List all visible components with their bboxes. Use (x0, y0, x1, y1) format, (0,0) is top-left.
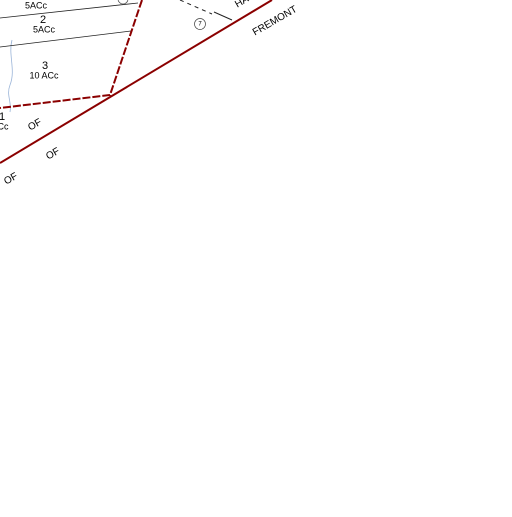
label: 3 (42, 60, 48, 72)
boundary-line (0, 0, 273, 164)
label: 5ACc (25, 0, 48, 10)
marker (117, 0, 129, 5)
boundary-dashed (0, 0, 143, 109)
marker (194, 18, 206, 30)
label: 5ACc (33, 24, 56, 34)
stream (8, 39, 13, 113)
label: HA (233, 0, 251, 10)
label: 2 (40, 14, 46, 26)
label: Cc (0, 121, 9, 131)
parcel-line (0, 2, 139, 19)
road-edge (213, 11, 233, 21)
label: 10 ACc (29, 70, 59, 80)
dashed-line (179, 0, 213, 15)
label: 1 (0, 111, 5, 123)
parcel-line (0, 30, 132, 48)
label: 7 (198, 22, 202, 28)
